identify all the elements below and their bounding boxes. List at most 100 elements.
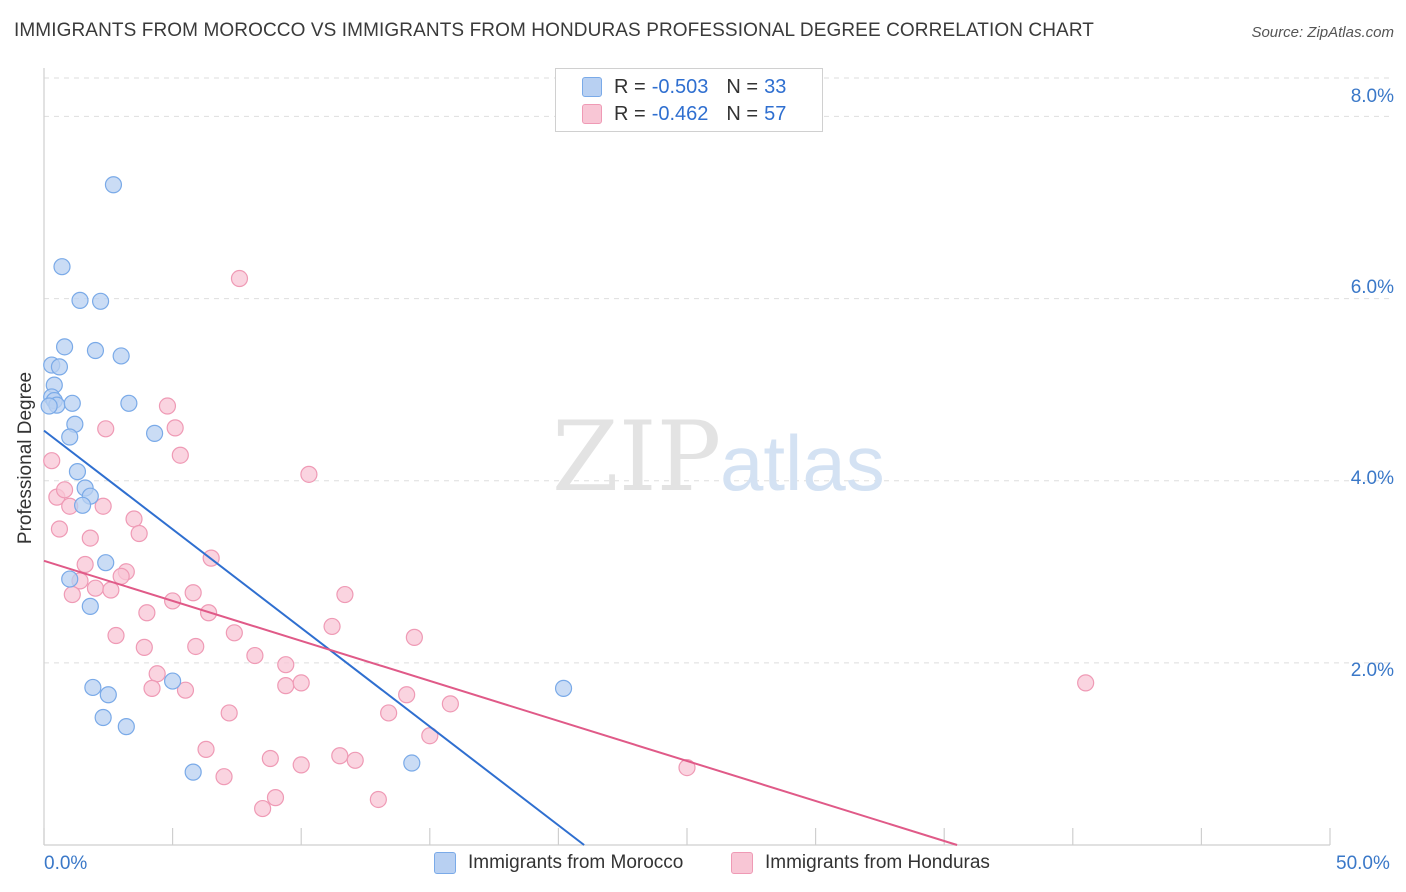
point-honduras <box>55 481 74 499</box>
legend-swatch-honduras <box>582 104 602 124</box>
point-honduras <box>130 524 148 543</box>
point-honduras <box>166 419 184 437</box>
point-honduras <box>197 740 215 758</box>
legend-r-value: -0.503 <box>651 75 709 98</box>
legend-n-label: N = <box>726 75 759 98</box>
point-honduras <box>441 695 459 713</box>
point-honduras <box>187 637 205 656</box>
legend-swatch-morocco <box>582 77 602 97</box>
point-honduras <box>331 747 349 765</box>
point-morocco <box>184 763 202 781</box>
legend-n-value: 57 <box>764 102 787 125</box>
point-morocco <box>61 570 79 588</box>
point-honduras <box>292 756 310 774</box>
point-morocco <box>403 754 421 772</box>
point-honduras <box>112 567 130 585</box>
y-tick-label: 2.0% <box>1350 660 1394 681</box>
x-tick-label-min: 0.0% <box>44 853 88 874</box>
point-honduras <box>138 604 156 622</box>
y-axis-title: Professional Degree <box>15 371 36 545</box>
point-honduras <box>300 465 318 483</box>
point-honduras <box>215 768 233 786</box>
chart-title: IMMIGRANTS FROM MOROCCO VS IMMIGRANTS FR… <box>14 20 1095 41</box>
trend-line-morocco <box>43 429 585 846</box>
point-honduras <box>125 510 143 528</box>
legend-row-morocco: R = -0.503 N = 33 <box>582 75 786 99</box>
point-honduras <box>323 617 341 636</box>
point-honduras <box>43 452 61 470</box>
bottom-legend-label-honduras: Immigrants from Honduras <box>765 852 990 873</box>
correlation-legend: R = -0.503 N = 33 R = -0.462 N = 57 <box>555 68 823 132</box>
legend-n-value: 33 <box>764 75 787 98</box>
point-morocco <box>97 554 115 572</box>
point-morocco <box>84 678 102 697</box>
y-tick-label: 4.0% <box>1350 468 1394 489</box>
y-tick-label: 6.0% <box>1350 277 1394 298</box>
point-honduras <box>184 584 202 602</box>
point-morocco <box>40 397 58 415</box>
point-honduras <box>94 497 112 515</box>
y-tick-label: 8.0% <box>1350 86 1394 107</box>
point-morocco <box>63 394 81 412</box>
point-honduras <box>107 626 125 645</box>
point-honduras <box>1077 674 1095 692</box>
point-morocco <box>164 672 182 690</box>
point-morocco <box>55 338 74 356</box>
watermark-zip: ZIP <box>552 401 721 513</box>
series-honduras-points <box>43 269 1095 818</box>
point-honduras <box>81 529 99 547</box>
point-morocco <box>117 718 135 736</box>
point-morocco <box>554 679 573 697</box>
point-honduras <box>220 704 238 722</box>
x-tick-label-max: 50.0% <box>1336 853 1390 874</box>
point-morocco <box>145 424 164 442</box>
point-morocco <box>81 597 99 615</box>
point-morocco <box>94 708 112 727</box>
bottom-legend-swatch-honduras <box>731 852 753 874</box>
point-honduras <box>398 686 416 704</box>
point-honduras <box>230 269 249 288</box>
point-honduras <box>171 446 189 464</box>
point-morocco <box>120 394 138 412</box>
trend-line-honduras <box>43 559 958 846</box>
point-honduras <box>678 758 696 777</box>
point-morocco <box>53 258 71 276</box>
point-honduras <box>261 749 279 768</box>
chart-source: Source: ZipAtlas.com <box>1251 24 1394 41</box>
point-morocco <box>91 292 110 310</box>
legend-r-label: R = <box>614 102 646 125</box>
axes <box>43 68 1331 846</box>
bottom-legend-morocco: Immigrants from Morocco <box>434 852 683 874</box>
point-morocco <box>50 358 69 376</box>
trend-lines <box>43 429 958 846</box>
legend-r-value: -0.462 <box>651 102 709 125</box>
point-morocco <box>104 176 123 194</box>
series-morocco-points <box>40 176 573 781</box>
point-honduras <box>50 520 69 538</box>
point-honduras <box>63 585 81 604</box>
point-morocco <box>68 463 87 481</box>
legend-r-label: R = <box>614 75 646 98</box>
point-honduras <box>76 555 94 574</box>
point-honduras <box>143 679 161 697</box>
point-honduras <box>405 628 423 646</box>
point-honduras <box>336 585 354 604</box>
point-honduras <box>225 624 243 642</box>
legend-n-label: N = <box>726 102 759 125</box>
point-morocco <box>86 341 105 360</box>
watermark-atlas: atlas <box>720 419 885 507</box>
point-honduras <box>277 656 295 674</box>
point-honduras <box>254 799 272 818</box>
point-morocco <box>73 496 92 514</box>
point-honduras <box>380 704 398 722</box>
point-honduras <box>266 789 285 807</box>
point-honduras <box>346 751 364 769</box>
point-honduras <box>176 681 195 699</box>
point-honduras <box>86 579 105 597</box>
point-morocco <box>112 347 130 365</box>
grid-lines <box>44 77 1392 664</box>
point-morocco <box>61 428 79 446</box>
point-honduras <box>246 646 264 665</box>
point-honduras <box>369 790 387 809</box>
point-morocco <box>71 291 89 309</box>
